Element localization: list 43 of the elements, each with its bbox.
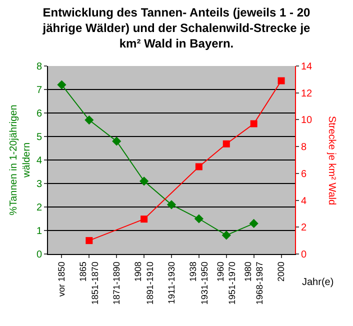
point: [140, 176, 149, 186]
y-tick-label: 5: [36, 132, 42, 143]
y2-tick-label: 14: [301, 62, 313, 72]
point: [86, 237, 93, 244]
point: [222, 230, 231, 240]
y-tick-label: 0: [36, 250, 42, 260]
y-tick-label: 2: [36, 202, 42, 214]
x-tick-label: 2000: [276, 262, 286, 282]
y2-tick-label: 6: [301, 168, 307, 180]
point: [250, 120, 258, 128]
y-tick-label: 8: [36, 62, 42, 72]
y2-tick-label: 4: [301, 196, 307, 207]
point: [222, 140, 230, 148]
x-tick-label: 1908 1891-1910: [133, 262, 155, 305]
y-tick-label: 3: [36, 179, 42, 190]
y-tick-label: 4: [36, 156, 42, 166]
x-tick-label: 1960 1951-1970: [215, 262, 238, 305]
point: [194, 214, 204, 224]
y-tick-label: 7: [36, 85, 42, 96]
x-tick-label: 1980 1968-1987: [242, 262, 265, 305]
y-tick-label: 1: [36, 226, 42, 237]
x-axis-title: Jahr(e): [302, 277, 334, 288]
point: [57, 80, 66, 90]
x-tick-label: 1911-1930: [166, 262, 176, 304]
y2-axis-title: Strecke je km² Wald: [326, 116, 338, 206]
point: [195, 163, 202, 170]
x-tick-label: 1871-1890: [112, 262, 122, 305]
x-tick-label: vor 1850: [56, 262, 67, 297]
y2-tick-label: 8: [301, 142, 307, 154]
point: [140, 216, 148, 223]
chart-title: Entwicklung des Tannen- Anteils (jeweils 1 - 20 jährige Wälder) und der Schalenwild-Strecke je km² Wald in Bayern.: [42, 5, 311, 50]
point: [112, 136, 122, 146]
point: [166, 200, 176, 210]
y2-tick-label: 0: [301, 250, 307, 260]
point: [84, 116, 94, 125]
x-tick-label: 1938 1931-1950: [188, 262, 210, 305]
point: [249, 218, 258, 228]
y2-tick-label: 2: [301, 222, 307, 234]
point: [278, 77, 285, 84]
y2-tick-label: 12: [301, 88, 313, 100]
y2-tick-label: 10: [301, 115, 313, 126]
y-axis-title: %Tannen in 1-20jährigen wäldern: [8, 104, 32, 216]
y-tick-label: 6: [36, 108, 42, 120]
